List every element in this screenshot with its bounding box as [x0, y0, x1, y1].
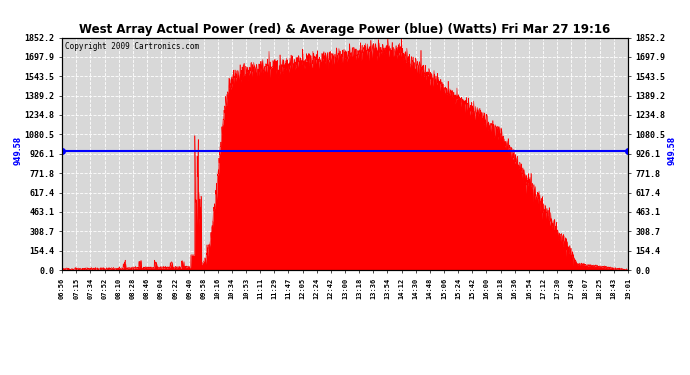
- Text: 949.58: 949.58: [668, 136, 677, 165]
- Title: West Array Actual Power (red) & Average Power (blue) (Watts) Fri Mar 27 19:16: West Array Actual Power (red) & Average …: [79, 23, 611, 36]
- Text: Copyright 2009 Cartronics.com: Copyright 2009 Cartronics.com: [65, 42, 199, 51]
- Text: 949.58: 949.58: [13, 136, 22, 165]
